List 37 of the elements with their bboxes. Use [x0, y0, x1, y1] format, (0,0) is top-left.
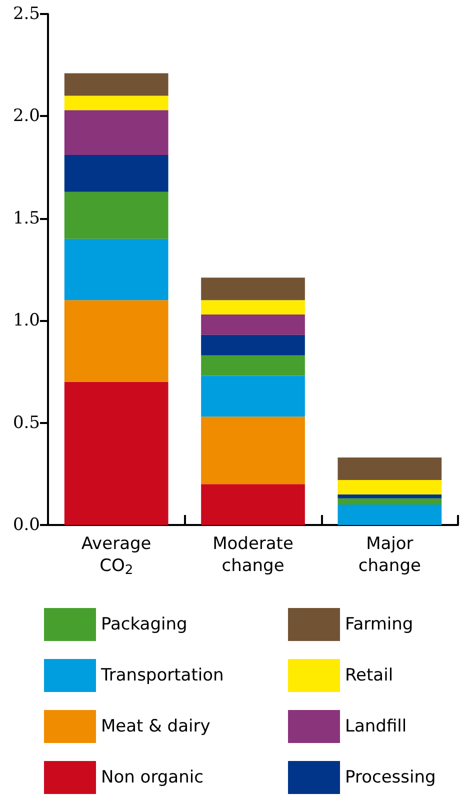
bar — [201, 416, 305, 484]
bar — [64, 155, 168, 192]
bar — [64, 382, 168, 525]
bar — [64, 73, 168, 96]
bar — [201, 355, 305, 376]
x-tick-label: Major change — [358, 534, 421, 576]
legend-label: Packaging — [101, 614, 188, 634]
legend-label: Meat & dairy — [101, 716, 210, 736]
y-tick-label: 2.5 — [12, 4, 40, 24]
bar — [201, 376, 305, 417]
bar — [338, 504, 442, 525]
bar — [64, 238, 168, 300]
legend-label: Non organic — [101, 768, 204, 788]
bar — [64, 96, 168, 110]
legend-label: Farming — [345, 614, 414, 634]
bar — [338, 480, 442, 494]
bar — [201, 314, 305, 335]
legend-label: Transportation — [100, 666, 224, 686]
legend-label: Processing — [345, 768, 436, 788]
legend-label: Landfill — [345, 716, 407, 736]
y-tick-label: 1.5 — [12, 208, 40, 228]
bar — [338, 494, 442, 498]
bar — [201, 334, 305, 356]
bar — [201, 300, 305, 314]
bar — [64, 192, 168, 239]
bar — [64, 300, 168, 382]
bar — [201, 484, 305, 525]
x-tick-label: Moderate change — [212, 534, 294, 576]
y-tick-label: 1.0 — [12, 310, 40, 331]
bar — [338, 498, 442, 505]
y-tick-label: 2.0 — [12, 106, 40, 126]
y-tick-label: 0.0 — [12, 515, 40, 535]
bar — [201, 278, 305, 300]
y-tick-label: 0.5 — [12, 412, 40, 433]
legend-label: Retail — [345, 666, 394, 686]
bar — [338, 458, 442, 480]
bar — [64, 110, 168, 156]
